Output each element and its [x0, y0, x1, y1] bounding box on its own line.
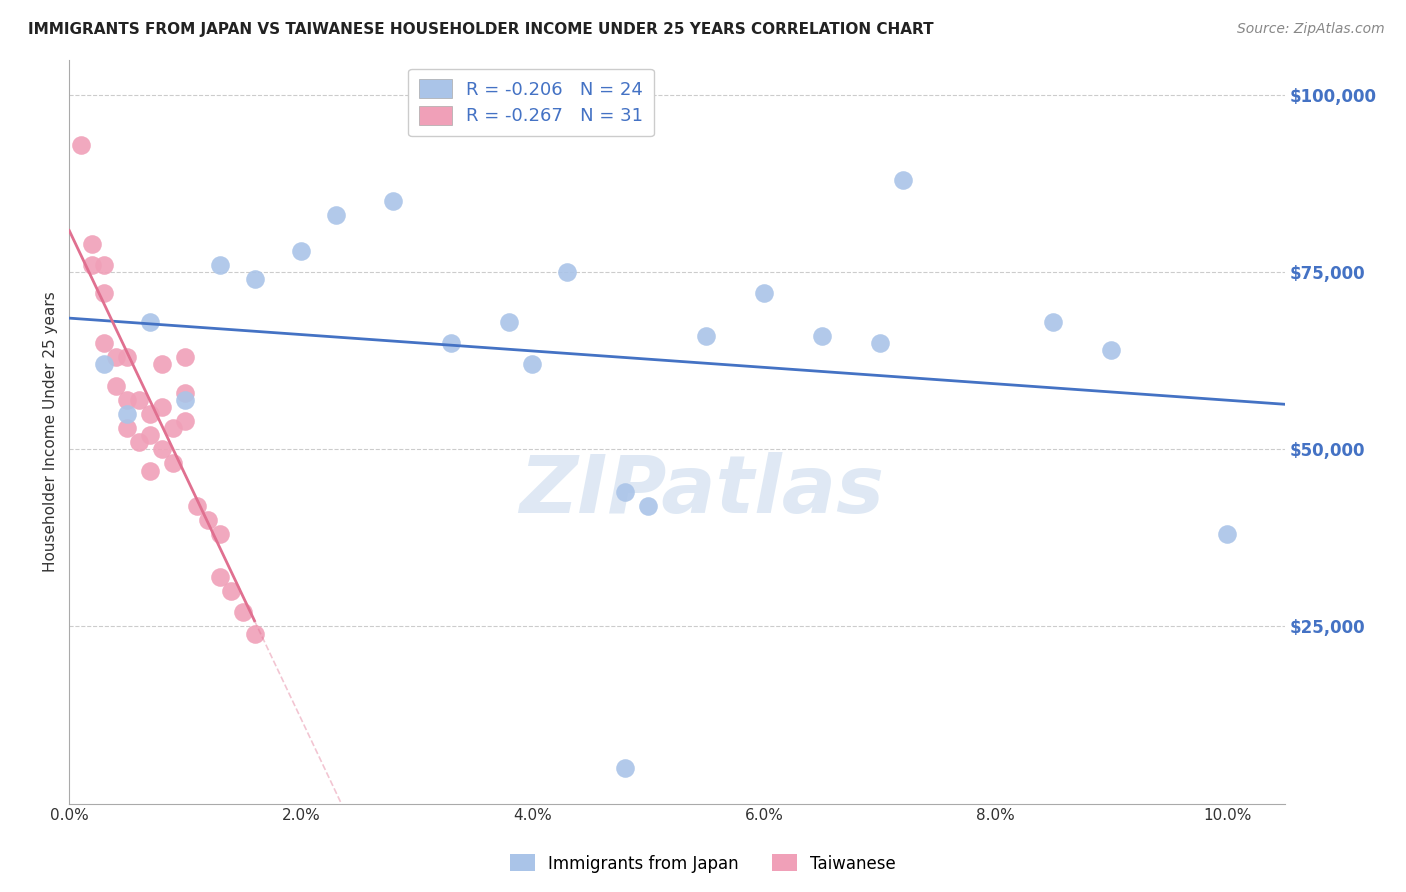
Point [752, 286, 775, 301]
Point [174, 392, 197, 407]
Point [139, 315, 162, 329]
Point [208, 570, 231, 584]
Point [555, 265, 578, 279]
Point [128, 435, 150, 450]
Point [243, 272, 266, 286]
Y-axis label: Householder Income Under 25 years: Householder Income Under 25 years [44, 291, 58, 572]
Point [150, 357, 173, 371]
Text: Source: ZipAtlas.com: Source: ZipAtlas.com [1237, 22, 1385, 37]
Point [115, 392, 138, 407]
Point [82, 258, 104, 272]
Point [1042, 315, 1064, 329]
Point [93, 286, 115, 301]
Point [208, 258, 231, 272]
Point [115, 350, 138, 364]
Point [382, 194, 405, 209]
Legend: R = -0.206   N = 24, R = -0.267   N = 31: R = -0.206 N = 24, R = -0.267 N = 31 [409, 69, 654, 136]
Text: IMMIGRANTS FROM JAPAN VS TAIWANESE HOUSEHOLDER INCOME UNDER 25 YEARS CORRELATION: IMMIGRANTS FROM JAPAN VS TAIWANESE HOUSE… [28, 22, 934, 37]
Point [128, 392, 150, 407]
Point [174, 414, 197, 428]
Point [82, 236, 104, 251]
Text: ZIPatlas: ZIPatlas [519, 452, 884, 530]
Point [69, 137, 91, 152]
Point [197, 513, 219, 527]
Point [104, 350, 127, 364]
Point [522, 357, 544, 371]
Point [139, 464, 162, 478]
Point [290, 244, 312, 258]
Point [104, 378, 127, 392]
Point [174, 350, 197, 364]
Point [695, 329, 717, 343]
Point [243, 626, 266, 640]
Point [325, 209, 347, 223]
Legend: Immigrants from Japan, Taiwanese: Immigrants from Japan, Taiwanese [503, 847, 903, 880]
Point [637, 499, 659, 513]
Point [139, 428, 162, 442]
Point [139, 407, 162, 421]
Point [1216, 527, 1239, 541]
Point [150, 400, 173, 414]
Point [869, 336, 891, 351]
Point [221, 584, 243, 599]
Point [186, 499, 208, 513]
Point [891, 173, 914, 187]
Point [115, 421, 138, 435]
Point [93, 336, 115, 351]
Point [93, 258, 115, 272]
Point [440, 336, 463, 351]
Point [811, 329, 834, 343]
Point [614, 484, 637, 499]
Point [93, 357, 115, 371]
Point [115, 407, 138, 421]
Point [162, 421, 184, 435]
Point [232, 605, 254, 619]
Point [174, 385, 197, 400]
Point [1099, 343, 1122, 358]
Point [498, 315, 520, 329]
Point [208, 527, 231, 541]
Point [614, 761, 637, 775]
Point [150, 442, 173, 457]
Point [162, 457, 184, 471]
